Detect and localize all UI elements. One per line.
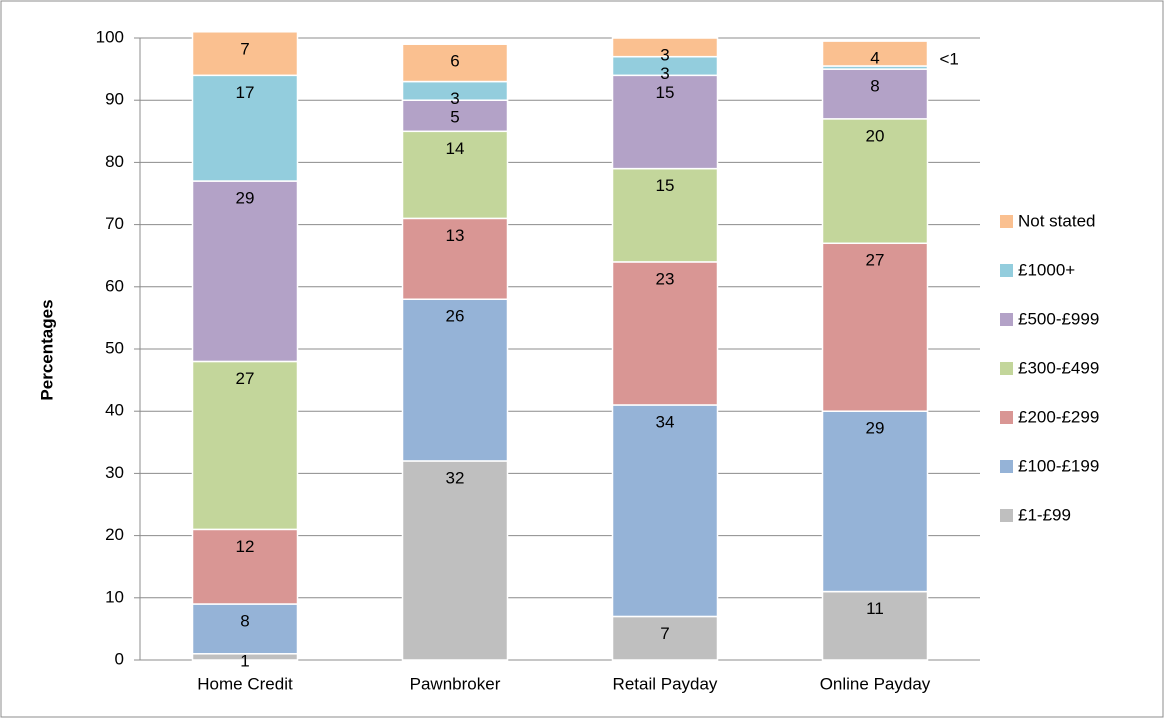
y-tick-label: 30	[105, 463, 124, 482]
y-tick-label: 20	[105, 525, 124, 544]
bar-segment	[191, 74, 299, 182]
legend-swatch	[1000, 460, 1013, 473]
bar-segment	[611, 37, 719, 58]
data-label: 32	[446, 468, 465, 487]
data-label: 11	[866, 599, 884, 618]
y-axis-label: Percentages	[37, 299, 56, 400]
y-tick-label: 100	[96, 27, 124, 46]
x-tick-label: Pawnbroker	[410, 674, 501, 693]
data-label: 7	[240, 39, 249, 58]
legend-label: £200-£299	[1018, 407, 1099, 426]
legend-label: Not stated	[1018, 211, 1096, 230]
data-label: 6	[450, 52, 459, 71]
data-label: 8	[870, 77, 879, 96]
legend-label: £100-£199	[1018, 456, 1099, 475]
data-label: 23	[656, 269, 675, 288]
x-tick-label: Home Credit	[197, 674, 293, 693]
bar-segment	[611, 404, 719, 618]
data-label: 3	[450, 89, 459, 108]
data-label: <1	[940, 49, 959, 68]
data-label: 29	[236, 189, 255, 208]
bar-segment	[611, 167, 719, 263]
y-tick-label: 50	[105, 338, 124, 357]
bar-segment	[821, 118, 929, 245]
y-tick-label: 90	[105, 90, 124, 109]
bar-segment	[611, 261, 719, 406]
x-tick-label: Online Payday	[820, 674, 931, 693]
legend-swatch	[1000, 313, 1013, 326]
legend-label: £1000+	[1018, 260, 1075, 279]
data-label: 4	[870, 49, 879, 68]
data-label: 5	[450, 108, 459, 127]
bar-segment	[821, 590, 929, 661]
data-label: 29	[866, 419, 885, 438]
legend-swatch	[1000, 362, 1013, 375]
data-label: 26	[446, 307, 465, 326]
data-label: 3	[660, 45, 669, 64]
x-tick-label: Retail Payday	[613, 674, 718, 693]
data-label: 1	[240, 651, 249, 670]
bar-segment	[191, 603, 299, 655]
data-label: 20	[866, 126, 885, 145]
legend-swatch	[1000, 509, 1013, 522]
bar-segment	[401, 99, 509, 133]
bar-segment	[401, 217, 509, 300]
bar-segment	[191, 360, 299, 531]
bar-segment	[821, 68, 929, 120]
legend-swatch	[1000, 411, 1013, 424]
y-tick-label: 0	[115, 649, 124, 668]
bar-segment	[191, 528, 299, 605]
y-tick-label: 10	[105, 587, 124, 606]
y-tick-label: 60	[105, 276, 124, 295]
data-label: 34	[656, 412, 675, 431]
bar-segment	[611, 615, 719, 661]
bar-segment	[401, 460, 509, 661]
data-label: 8	[240, 612, 249, 631]
bar-segment	[821, 40, 929, 67]
bar-segment	[401, 43, 509, 83]
bar-segment	[191, 180, 299, 363]
legend-label: £500-£999	[1018, 309, 1099, 328]
data-label: 7	[660, 624, 669, 643]
data-label: 12	[236, 537, 255, 556]
bar-segment	[821, 410, 929, 593]
y-tick-label: 40	[105, 401, 124, 420]
y-tick-label: 80	[105, 152, 124, 171]
data-label: 27	[866, 251, 885, 270]
data-label: 13	[446, 226, 465, 245]
y-tick-label: 70	[105, 214, 124, 233]
bar-segment	[821, 242, 929, 412]
data-label: 14	[446, 139, 465, 158]
data-label: 27	[236, 369, 255, 388]
legend-swatch	[1000, 264, 1013, 277]
data-label: 3	[660, 64, 669, 83]
data-label: 15	[656, 176, 675, 195]
legend-label: £300-£499	[1018, 358, 1099, 377]
legend-label: £1-£99	[1018, 505, 1071, 524]
data-label: 17	[236, 83, 255, 102]
bar-segment	[401, 298, 509, 462]
legend-swatch	[1000, 215, 1013, 228]
bar-segment	[191, 31, 299, 77]
bar-segment	[611, 74, 719, 170]
data-label: 15	[656, 83, 675, 102]
